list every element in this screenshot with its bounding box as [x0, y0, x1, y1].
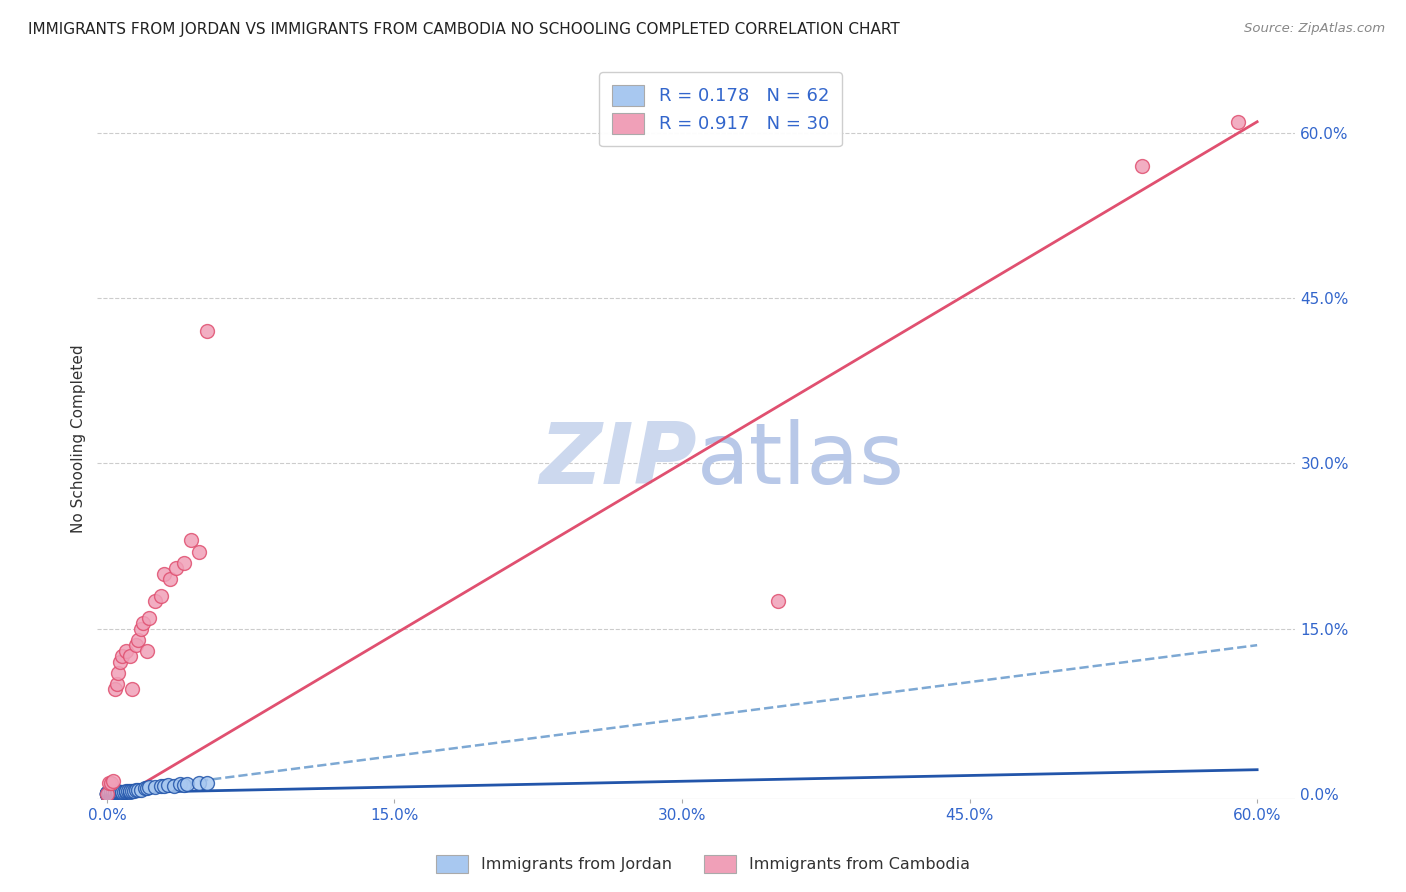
Point: [118, 649, 141, 664]
Point: [1226, 115, 1249, 129]
Point: [118, 785, 141, 799]
Point: [110, 785, 132, 799]
Point: [117, 783, 139, 797]
Point: [104, 682, 127, 697]
Point: [121, 783, 143, 797]
Point: [195, 324, 218, 338]
Point: [101, 785, 124, 799]
Point: [153, 779, 176, 793]
Point: [97, 787, 120, 801]
Point: [138, 780, 160, 795]
Point: [101, 787, 124, 801]
Point: [121, 682, 143, 697]
Point: [125, 782, 148, 797]
Point: [105, 677, 128, 691]
Point: [111, 649, 134, 664]
Point: [100, 776, 122, 790]
Point: [143, 594, 166, 608]
Point: [134, 781, 156, 796]
Point: [107, 665, 129, 680]
Point: [96, 787, 118, 801]
Point: [101, 786, 124, 800]
Point: [110, 786, 132, 800]
Point: [105, 787, 128, 801]
Point: [97, 785, 120, 799]
Point: [153, 566, 176, 581]
Point: [97, 787, 120, 801]
Point: [100, 785, 122, 799]
Legend: R = 0.178   N = 62, R = 0.917   N = 30: R = 0.178 N = 62, R = 0.917 N = 30: [599, 72, 842, 146]
Point: [173, 778, 195, 792]
Point: [1130, 159, 1153, 173]
Point: [122, 783, 145, 797]
Point: [97, 785, 120, 799]
Point: [100, 786, 122, 800]
Point: [149, 589, 172, 603]
Text: IMMIGRANTS FROM JORDAN VS IMMIGRANTS FROM CAMBODIA NO SCHOOLING COMPLETED CORREL: IMMIGRANTS FROM JORDAN VS IMMIGRANTS FRO…: [28, 22, 900, 37]
Text: atlas: atlas: [696, 418, 904, 501]
Point: [115, 643, 138, 657]
Point: [112, 785, 135, 799]
Point: [115, 783, 138, 797]
Point: [115, 785, 138, 799]
Point: [104, 785, 127, 799]
Point: [149, 779, 172, 793]
Point: [107, 786, 129, 800]
Point: [157, 778, 180, 792]
Point: [127, 632, 149, 647]
Point: [118, 783, 141, 797]
Point: [101, 773, 124, 788]
Point: [127, 782, 149, 797]
Text: ZIP: ZIP: [538, 418, 696, 501]
Point: [96, 787, 118, 801]
Point: [195, 776, 218, 790]
Point: [104, 787, 127, 801]
Point: [96, 787, 118, 801]
Point: [96, 787, 118, 801]
Y-axis label: No Schooling Completed: No Schooling Completed: [72, 344, 86, 533]
Legend: Immigrants from Jordan, Immigrants from Cambodia: Immigrants from Jordan, Immigrants from …: [430, 848, 976, 880]
Point: [96, 786, 118, 800]
Point: [165, 561, 187, 575]
Point: [131, 782, 153, 797]
Point: [132, 616, 155, 631]
Point: [96, 786, 118, 800]
Point: [97, 786, 120, 800]
Point: [131, 622, 153, 636]
Point: [97, 786, 120, 800]
Point: [138, 610, 160, 624]
Point: [100, 787, 122, 801]
Point: [111, 786, 134, 800]
Text: Source: ZipAtlas.com: Source: ZipAtlas.com: [1244, 22, 1385, 36]
Point: [143, 780, 166, 795]
Point: [125, 638, 148, 652]
Point: [96, 786, 118, 800]
Point: [180, 533, 202, 548]
Point: [96, 787, 118, 801]
Point: [766, 594, 789, 608]
Point: [173, 556, 195, 570]
Point: [104, 786, 127, 800]
Point: [188, 776, 211, 790]
Point: [136, 643, 159, 657]
Point: [105, 785, 128, 799]
Point: [111, 785, 134, 799]
Point: [188, 544, 211, 558]
Point: [105, 783, 128, 797]
Point: [163, 779, 186, 793]
Point: [96, 787, 118, 801]
Point: [100, 783, 122, 797]
Point: [110, 655, 132, 669]
Point: [107, 785, 129, 799]
Point: [101, 783, 124, 797]
Point: [169, 777, 191, 791]
Point: [105, 786, 128, 800]
Point: [136, 781, 159, 796]
Point: [96, 786, 118, 800]
Point: [96, 787, 118, 801]
Point: [97, 776, 120, 790]
Point: [176, 777, 198, 791]
Point: [159, 572, 181, 586]
Point: [100, 787, 122, 801]
